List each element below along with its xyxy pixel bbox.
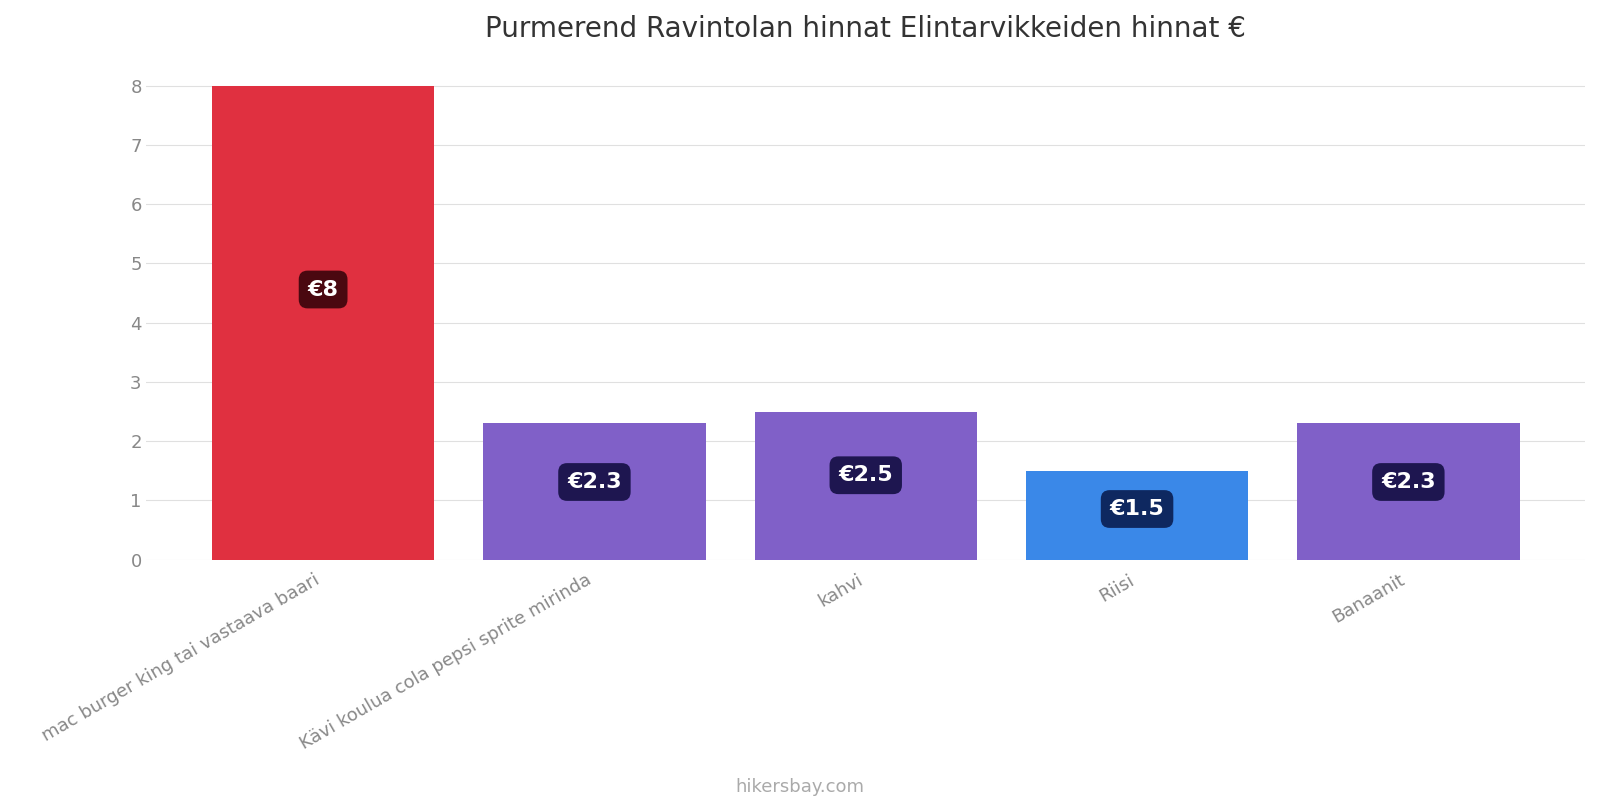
Text: €2.5: €2.5 [838,466,893,486]
Bar [211,86,434,560]
Bar [1026,471,1248,560]
Text: €2.3: €2.3 [1381,472,1435,492]
Text: €8: €8 [307,279,339,299]
Bar [483,423,706,560]
Text: €1.5: €1.5 [1110,499,1165,519]
Bar [755,411,978,560]
Text: hikersbay.com: hikersbay.com [736,778,864,796]
Text: €2.3: €2.3 [566,472,622,492]
Bar [1298,423,1520,560]
Title: Purmerend Ravintolan hinnat Elintarvikkeiden hinnat €: Purmerend Ravintolan hinnat Elintarvikke… [485,15,1246,43]
